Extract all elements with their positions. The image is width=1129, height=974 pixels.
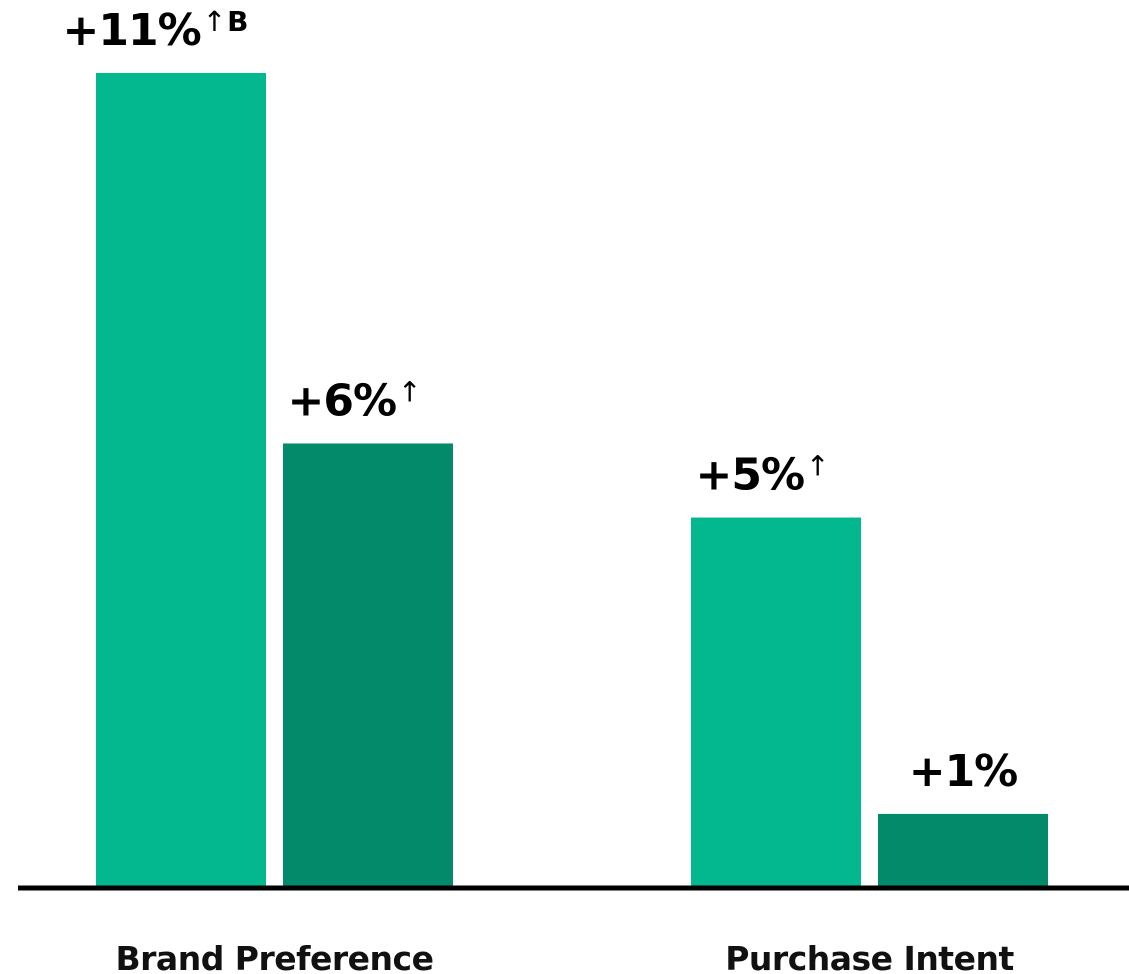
value-label-0-1: +6%↑ [287, 375, 420, 426]
value-labels-group: +11%↑B +6%↑ +5%↑ +1% [63, 5, 1019, 797]
bar-0-1 [283, 443, 453, 890]
category-labels-group: Brand Preference Purchase Intent [116, 939, 1015, 974]
value-label-0-0: +11%↑B [63, 5, 248, 56]
value-label-1-1: +1% [909, 746, 1018, 797]
bar-0-0 [96, 73, 266, 890]
value-label-1-0: +5%↑ [695, 450, 828, 501]
category-label-0: Brand Preference [116, 939, 434, 974]
bars-group [96, 73, 1048, 890]
category-label-1: Purchase Intent [725, 939, 1014, 974]
bar-1-1 [878, 813, 1048, 890]
bar-1-0 [691, 517, 861, 890]
